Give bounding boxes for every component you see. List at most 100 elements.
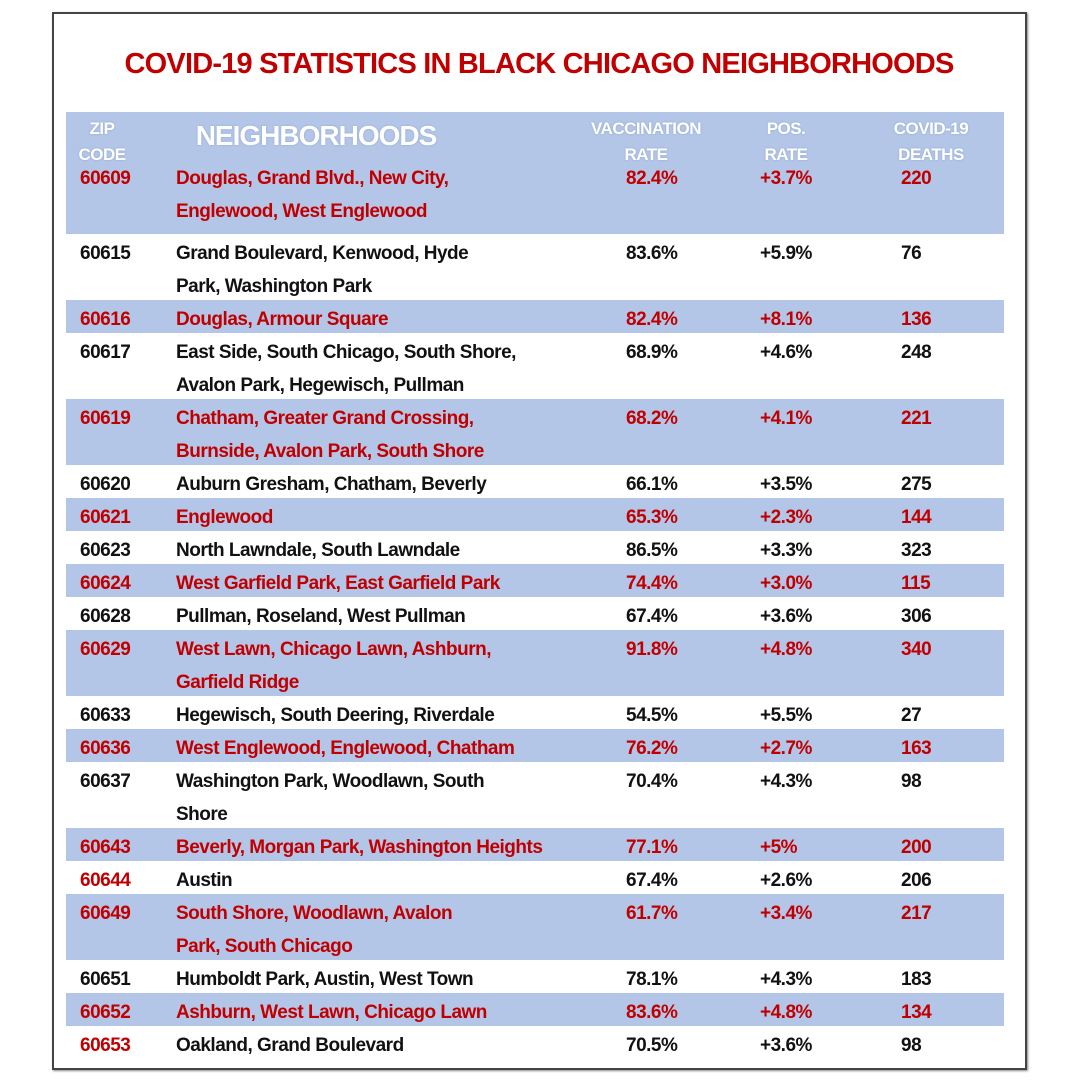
positivity-rate-cell: +4.3% — [760, 969, 812, 990]
positivity-rate-cell: +3.6% — [760, 606, 812, 627]
neighborhoods-line: Washington Park, Woodlawn, South — [176, 771, 485, 792]
neighborhoods-cell: Ashburn, West Lawn, Chicago Lawn — [176, 996, 487, 1029]
vaccination-rate-cell: 78.1% — [626, 969, 678, 990]
zip-code-cell: 60651 — [80, 969, 131, 990]
table-row: 60623 North Lawndale, South Lawndale 86.5%… — [66, 531, 1004, 564]
table-row: 60620 Auburn Gresham, Chatham, Beverly 66.… — [66, 465, 1004, 498]
zip-code-cell: 60617 — [80, 342, 131, 363]
vaccination-rate-cell: 83.6% — [626, 243, 678, 264]
table-row: 60624 West Garfield Park, East Garfield P… — [66, 564, 1004, 597]
vaccination-rate-cell: 83.6% — [626, 1002, 678, 1023]
neighborhoods-cell: Oakland, Grand Boulevard — [176, 1029, 404, 1062]
covid-deaths-cell: 98 — [901, 771, 922, 792]
positivity-rate-cell: +5.5% — [760, 705, 812, 726]
neighborhoods-line: Chatham, Greater Grand Crossing, — [176, 408, 474, 429]
table-header: ZIP CODE NEIGHBORHOODS VACCINATION RATE PO… — [66, 112, 1004, 168]
table-row: 60643 Beverly, Morgan Park, Washington He… — [66, 828, 1004, 861]
covid-deaths-cell: 134 — [901, 1002, 932, 1023]
neighborhoods-cell: Humboldt Park, Austin, West Town — [176, 963, 474, 996]
neighborhoods-cell: Washington Park, Woodlawn, South Shore — [176, 765, 485, 831]
covid-deaths-cell: 217 — [901, 903, 932, 924]
header-pos-rate: POS. RATE — [736, 116, 836, 168]
vaccination-rate-cell: 70.4% — [626, 771, 678, 792]
positivity-rate-cell: +3.3% — [760, 540, 812, 561]
neighborhoods-cell: South Shore, Woodlawn, Avalon Park, South… — [176, 897, 453, 963]
zip-code-cell: 60652 — [80, 1002, 131, 1023]
vaccination-rate-cell: 91.8% — [626, 639, 678, 660]
positivity-rate-cell: +3.4% — [760, 903, 812, 924]
neighborhoods-line: Auburn Gresham, Chatham, Beverly — [176, 474, 487, 495]
covid-deaths-cell: 275 — [901, 474, 932, 495]
neighborhoods-line: Humboldt Park, Austin, West Town — [176, 969, 474, 990]
neighborhoods-line: Englewood, West Englewood — [176, 201, 428, 222]
covid-deaths-cell: 323 — [901, 540, 932, 561]
neighborhoods-cell: Auburn Gresham, Chatham, Beverly — [176, 468, 487, 501]
neighborhoods-line: West Lawn, Chicago Lawn, Ashburn, — [176, 639, 491, 660]
table-row: 60628 Pullman, Roseland, West Pullman 67.4… — [66, 597, 1004, 630]
header-zip-line1: ZIP — [89, 119, 115, 138]
neighborhoods-cell: Pullman, Roseland, West Pullman — [176, 600, 466, 633]
vaccination-rate-cell: 66.1% — [626, 474, 678, 495]
statistics-table: ZIP CODE NEIGHBORHOODS VACCINATION RATE PO… — [66, 112, 1004, 1059]
neighborhoods-line: Douglas, Armour Square — [176, 309, 389, 330]
header-pos-line1: POS. — [766, 119, 806, 138]
zip-code-cell: 60619 — [80, 408, 131, 429]
covid-deaths-cell: 183 — [901, 969, 932, 990]
header-zip-code: ZIP CODE — [72, 116, 132, 168]
positivity-rate-cell: +5% — [760, 837, 798, 858]
header-covid-deaths: COVID-19 DEATHS — [876, 116, 986, 168]
vaccination-rate-cell: 67.4% — [626, 606, 678, 627]
covid-deaths-cell: 98 — [901, 1035, 922, 1056]
neighborhoods-line: Austin — [176, 870, 233, 891]
neighborhoods-line: Englewood — [176, 507, 273, 528]
neighborhoods-line: Park, Washington Park — [176, 276, 372, 297]
vaccination-rate-cell: 65.3% — [626, 507, 678, 528]
neighborhoods-line: Hegewisch, South Deering, Riverdale — [176, 705, 495, 726]
zip-code-cell: 60620 — [80, 474, 131, 495]
table-row: 60629 West Lawn, Chicago Lawn, Ashburn, Ga… — [66, 630, 1004, 696]
header-deaths-line1: COVID-19 — [893, 119, 969, 138]
table-row: 60619 Chatham, Greater Grand Crossing, Bur… — [66, 399, 1004, 465]
neighborhoods-line: Avalon Park, Hegewisch, Pullman — [176, 375, 464, 396]
positivity-rate-cell: +4.8% — [760, 639, 812, 660]
positivity-rate-cell: +3.5% — [760, 474, 812, 495]
zip-code-cell: 60653 — [80, 1035, 131, 1056]
vaccination-rate-cell: 77.1% — [626, 837, 678, 858]
positivity-rate-cell: +4.1% — [760, 408, 812, 429]
vaccination-rate-cell: 61.7% — [626, 903, 678, 924]
zip-code-cell: 60633 — [80, 705, 131, 726]
vaccination-rate-cell: 68.2% — [626, 408, 678, 429]
neighborhoods-line: West Garfield Park, East Garfield Park — [176, 573, 500, 594]
positivity-rate-cell: +3.7% — [760, 168, 812, 189]
neighborhoods-cell: East Side, South Chicago, South Shore, Av… — [176, 336, 516, 402]
covid-deaths-cell: 76 — [901, 243, 922, 264]
vaccination-rate-cell: 82.4% — [626, 168, 678, 189]
table-row: 60652 Ashburn, West Lawn, Chicago Lawn 83.… — [66, 993, 1004, 1026]
neighborhoods-cell: Austin — [176, 864, 233, 897]
neighborhoods-cell: Douglas, Grand Blvd., New City, Englewood… — [176, 162, 449, 228]
zip-code-cell: 60636 — [80, 738, 131, 759]
covid-deaths-cell: 220 — [901, 168, 932, 189]
neighborhoods-line: Grand Boulevard, Kenwood, Hyde — [176, 243, 469, 264]
neighborhoods-cell: Douglas, Armour Square — [176, 303, 389, 336]
positivity-rate-cell: +2.6% — [760, 870, 812, 891]
header-deaths-line2: DEATHS — [898, 145, 964, 164]
neighborhoods-line: Park, South Chicago — [176, 936, 353, 957]
table-row: 60651 Humboldt Park, Austin, West Town 78.… — [66, 960, 1004, 993]
zip-code-cell: 60609 — [80, 168, 131, 189]
table-row: 60617 East Side, South Chicago, South Sho… — [66, 333, 1004, 399]
title-text: COVID-19 STATISTICS IN BLACK CHICAGO NEI… — [124, 48, 955, 80]
neighborhoods-line: Ashburn, West Lawn, Chicago Lawn — [176, 1002, 487, 1023]
zip-code-cell: 60615 — [80, 243, 131, 264]
neighborhoods-line: Douglas, Grand Blvd., New City, — [176, 168, 449, 189]
zip-code-cell: 60624 — [80, 573, 131, 594]
header-vac-line2: RATE — [624, 145, 668, 164]
positivity-rate-cell: +3.6% — [760, 1035, 812, 1056]
vaccination-rate-cell: 70.5% — [626, 1035, 678, 1056]
covid-deaths-cell: 163 — [901, 738, 932, 759]
document-frame: COVID-19 STATISTICS IN BLACK CHICAGO NEI… — [52, 12, 1027, 1070]
positivity-rate-cell: +3.0% — [760, 573, 812, 594]
zip-code-cell: 60623 — [80, 540, 131, 561]
table-row: 60621 Englewood 65.3% +2.3% 144 — [66, 498, 1004, 531]
table-row: 60649 South Shore, Woodlawn, Avalon Park, … — [66, 894, 1004, 960]
